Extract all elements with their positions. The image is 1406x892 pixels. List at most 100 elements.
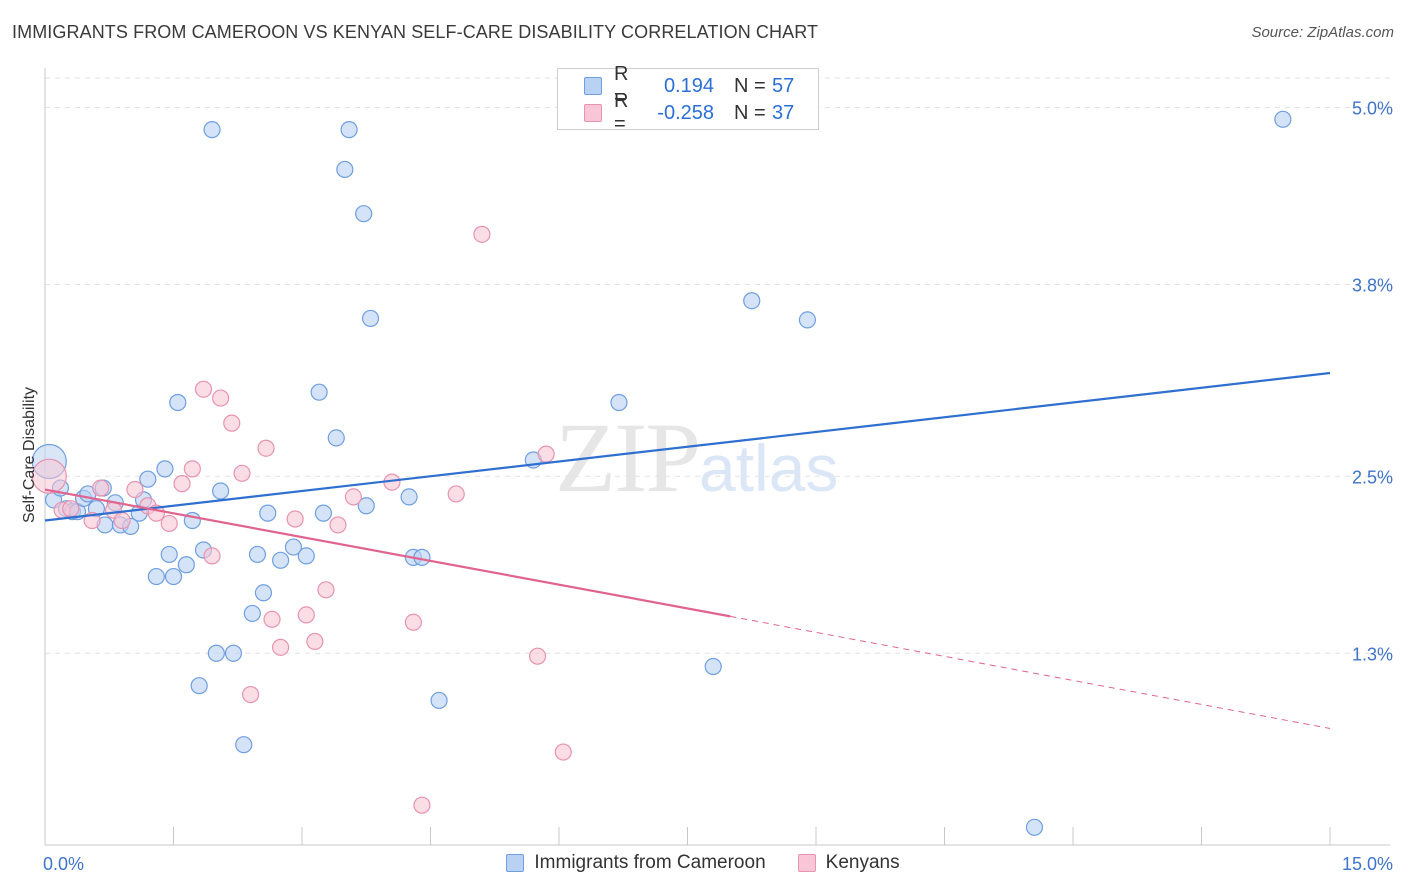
cameroon-point	[164, 567, 183, 586]
kenyan-trendline	[44, 488, 731, 618]
trendlines	[44, 371, 1331, 729]
kenyan-point	[271, 638, 290, 656]
kenyan-point	[344, 488, 362, 506]
kenyan-point	[194, 380, 213, 398]
cameroon-point	[357, 497, 375, 515]
cameroon-point	[1025, 818, 1044, 836]
cameroon-point	[139, 470, 157, 488]
cameroon-point	[243, 604, 261, 623]
kenyan-point	[317, 581, 335, 599]
cameroon-point	[169, 393, 187, 412]
legend-label-cameroon: Immigrants from Cameroon	[534, 852, 766, 873]
cameroon-point	[340, 121, 358, 139]
correlation-legend: R = 0.194 N = 57 R = -0.258 N = 37	[557, 63, 819, 135]
cameroon-point	[271, 551, 290, 569]
kenyan-point	[126, 480, 144, 499]
kenyan-point	[537, 445, 555, 463]
cameroon-point	[704, 657, 722, 676]
legend-r-label: R =	[614, 90, 629, 135]
cameroon-point	[207, 644, 225, 662]
kenyan-point	[473, 225, 491, 243]
kenyan-point	[263, 610, 281, 628]
cameroon-point	[248, 545, 267, 564]
kenyan-trendline-extension	[730, 615, 1331, 729]
legend-swatch-blue	[506, 854, 525, 872]
kenyan-point	[404, 613, 422, 631]
kenyan-point	[286, 510, 304, 528]
cameroon-point	[798, 311, 817, 329]
legend-r-label: R =	[614, 63, 629, 108]
kenyan-point	[92, 479, 110, 497]
kenyan-point	[297, 606, 315, 624]
cameroon-point	[400, 488, 418, 506]
cameroon-point	[355, 205, 373, 223]
kenyan-point	[242, 685, 260, 704]
kenyan-point	[183, 460, 201, 478]
cameroon-point	[190, 677, 208, 695]
cameroon-point	[314, 504, 333, 522]
gridlines	[45, 77, 1390, 654]
legend-n-label: N =	[734, 74, 766, 97]
kenyan-point	[31, 458, 67, 494]
data-points	[31, 110, 1292, 836]
legend-n-label: N =	[734, 101, 766, 124]
cameroon-trendline	[44, 371, 1331, 522]
legend-r-value: -0.258	[657, 101, 714, 124]
legend-r-value: 0.194	[663, 74, 714, 97]
cameroon-point	[361, 309, 380, 328]
cameroon-point	[297, 547, 315, 565]
chart-title: IMMIGRANTS FROM CAMEROON VS KENYAN SELF-…	[12, 22, 819, 42]
cameroon-point	[254, 584, 273, 602]
legend-row-cameroon: R = 0.194 N = 57	[584, 63, 795, 108]
y-axis-label: Self-Care Disability	[21, 386, 38, 524]
cameroon-point	[156, 460, 174, 478]
y-tick-label: 5.0%	[1352, 99, 1393, 119]
cameroon-point	[743, 292, 761, 310]
kenyan-point	[554, 743, 572, 761]
kenyan-point	[528, 647, 547, 665]
legend-n-value: 37	[772, 101, 795, 124]
cameroon-point	[224, 644, 243, 662]
kenyan-point	[447, 485, 465, 503]
source-credit: Source: ZipAtlas.com	[1251, 24, 1394, 41]
legend-row-kenyans: R = -0.258 N = 37	[584, 90, 795, 135]
kenyan-point	[212, 389, 230, 407]
cameroon-point	[259, 504, 277, 522]
cameroon-point	[430, 691, 448, 710]
cameroon-point	[212, 482, 230, 500]
legend-n-value: 57	[772, 74, 795, 97]
cameroon-point	[327, 429, 345, 447]
x-tick-label: 0.0%	[43, 854, 84, 874]
cameroon-point	[336, 160, 354, 179]
y-tick-label: 2.5%	[1352, 467, 1393, 487]
series-legend: Immigrants from Cameroon Kenyans	[0, 852, 1406, 874]
kenyan-point	[62, 500, 80, 518]
legend-swatch-blue	[584, 77, 602, 95]
cameroon-point	[235, 736, 253, 754]
cameroon-point	[310, 383, 328, 401]
legend-item-cameroon: Immigrants from Cameroon	[506, 852, 766, 874]
legend-item-kenyans: Kenyans	[797, 852, 900, 874]
kenyan-point	[233, 464, 251, 482]
legend-swatch-pink	[584, 104, 602, 122]
kenyan-point	[329, 516, 347, 534]
y-tick-label: 1.3%	[1352, 644, 1393, 664]
axes	[44, 68, 1390, 846]
cameroon-point	[610, 393, 628, 412]
kenyan-point	[306, 632, 324, 651]
kenyan-point	[203, 547, 221, 565]
kenyan-point	[113, 511, 131, 530]
cameroon-point	[177, 556, 195, 574]
cameroon-point	[203, 121, 221, 139]
cameroon-point	[160, 545, 178, 564]
kenyan-point	[173, 475, 191, 493]
cameroon-point	[1274, 110, 1292, 128]
kenyan-point	[223, 414, 241, 432]
cameroon-point	[284, 538, 303, 556]
legend-swatch-pink	[797, 854, 816, 872]
cameroon-point	[147, 567, 165, 586]
y-tick-label: 3.8%	[1352, 276, 1393, 296]
legend-label-kenyans: Kenyans	[825, 852, 900, 873]
kenyan-point	[160, 514, 178, 533]
